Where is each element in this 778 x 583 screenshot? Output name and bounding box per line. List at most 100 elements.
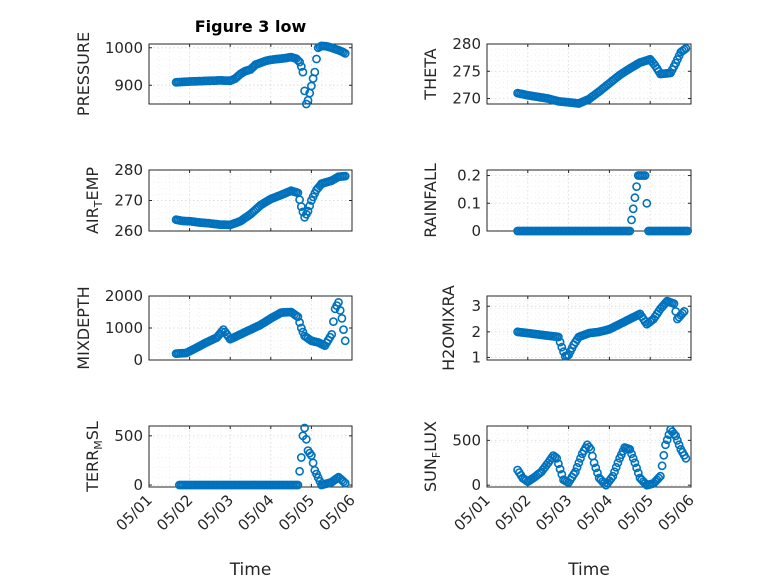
data-point bbox=[662, 435, 672, 445]
x-tick-label: 05/05 bbox=[614, 491, 657, 534]
data-point bbox=[630, 193, 640, 203]
data-point bbox=[610, 467, 619, 477]
data-point bbox=[678, 308, 687, 318]
x-tick-label: 05/02 bbox=[153, 491, 196, 534]
panel-5: 1 2 3 H2OMIXRA bbox=[439, 285, 692, 371]
y-axis-label-part: PRESSURE bbox=[74, 32, 93, 116]
x-tick-label: 05/03 bbox=[194, 491, 237, 534]
series-markers bbox=[513, 44, 691, 108]
x-tick-label: 05/06 bbox=[316, 491, 359, 534]
data-point bbox=[340, 478, 350, 488]
y-axis-label-part: RAINFALL bbox=[421, 163, 440, 238]
data-point bbox=[589, 458, 599, 468]
y-tick-label: 2 bbox=[471, 323, 481, 341]
data-point bbox=[654, 473, 664, 483]
data-point bbox=[593, 468, 602, 478]
y-axis-label-part: F bbox=[430, 452, 443, 458]
data-point bbox=[611, 462, 621, 472]
data-point bbox=[328, 317, 338, 326]
y-axis-label: THETA bbox=[421, 48, 440, 100]
x-axis-label: Time bbox=[567, 560, 610, 580]
data-point bbox=[628, 453, 638, 463]
data-point bbox=[296, 323, 306, 333]
data-point bbox=[657, 461, 667, 471]
x-tick-label: 05/01 bbox=[451, 491, 494, 534]
data-point bbox=[305, 201, 315, 211]
data-point bbox=[555, 464, 565, 474]
x-tick-label: 05/04 bbox=[234, 491, 277, 534]
data-point bbox=[557, 342, 567, 352]
data-point bbox=[613, 458, 623, 468]
data-point bbox=[608, 471, 618, 481]
y-tick-label: 280 bbox=[452, 35, 481, 53]
data-point bbox=[552, 453, 562, 463]
y-tick-label: 1000 bbox=[105, 39, 143, 57]
panel-3: 0 0.1 0.2 RAINFALL bbox=[421, 163, 692, 240]
data-point bbox=[554, 459, 563, 469]
y-axis-label-part: TERR bbox=[83, 450, 102, 493]
y-tick-label: 280 bbox=[114, 161, 143, 179]
y-tick-label: 500 bbox=[114, 427, 143, 445]
y-tick-label: 900 bbox=[114, 76, 143, 94]
y-tick-label: 0 bbox=[471, 476, 481, 494]
data-point bbox=[574, 458, 584, 468]
y-tick-label: 2000 bbox=[105, 287, 143, 305]
data-point bbox=[296, 202, 306, 211]
data-point bbox=[295, 57, 304, 67]
data-point bbox=[661, 440, 670, 450]
data-point bbox=[632, 463, 641, 473]
data-point bbox=[334, 297, 343, 307]
y-axis-label-part: M bbox=[92, 440, 105, 450]
data-point bbox=[293, 312, 303, 322]
y-axis-label: H2OMIXRA bbox=[439, 285, 458, 371]
panel-6: 0 500 TERRMSL 05/0105/0205/0305/0405/0505/0… bbox=[83, 421, 359, 580]
series-markers bbox=[513, 171, 692, 236]
data-point bbox=[679, 45, 689, 54]
series-markers bbox=[171, 41, 350, 109]
data-point bbox=[632, 182, 641, 191]
axes-border bbox=[486, 43, 692, 105]
data-point bbox=[301, 434, 311, 444]
data-point bbox=[310, 67, 320, 77]
series-markers bbox=[174, 423, 350, 490]
x-tick-label: 05/06 bbox=[655, 491, 698, 534]
y-tick-label: 0 bbox=[133, 476, 143, 494]
data-point bbox=[679, 306, 689, 316]
axes-border bbox=[486, 295, 692, 361]
x-tick-label: 05/04 bbox=[573, 491, 616, 534]
data-point bbox=[659, 450, 669, 460]
data-point bbox=[642, 198, 652, 208]
data-point bbox=[554, 332, 563, 342]
data-point bbox=[339, 325, 348, 334]
y-axis-label: SUNFLUX bbox=[421, 421, 443, 492]
data-point bbox=[550, 452, 560, 462]
x-tick-label: 05/02 bbox=[491, 491, 534, 534]
y-axis-label-part: EMP bbox=[83, 167, 102, 201]
panel-1: 270 275 280 THETA bbox=[421, 35, 692, 108]
y-tick-label: 0 bbox=[471, 222, 481, 240]
data-point bbox=[673, 435, 682, 445]
data-point bbox=[327, 329, 337, 339]
y-axis-label-part: T bbox=[92, 200, 105, 208]
y-tick-label: 275 bbox=[452, 62, 481, 80]
data-point bbox=[300, 86, 309, 96]
y-axis-label-part: LUX bbox=[421, 421, 440, 452]
x-axis-label: Time bbox=[229, 560, 272, 580]
data-point bbox=[681, 453, 691, 463]
data-point bbox=[630, 458, 640, 468]
data-point bbox=[633, 468, 643, 478]
data-point bbox=[303, 206, 313, 216]
data-point bbox=[656, 471, 665, 481]
data-point bbox=[296, 453, 306, 462]
panel-7: 0 500 SUNFLUX 05/0105/0205/0305/0405/0505/0… bbox=[421, 421, 698, 580]
axes-box bbox=[486, 169, 692, 232]
y-tick-label: 270 bbox=[114, 192, 143, 210]
data-point bbox=[681, 44, 691, 53]
data-point bbox=[674, 440, 684, 450]
y-tick-label: 270 bbox=[452, 90, 481, 108]
data-point bbox=[312, 54, 321, 64]
data-point bbox=[627, 449, 636, 459]
series-markers bbox=[171, 297, 350, 358]
y-axis-label-part: AIR bbox=[83, 207, 102, 234]
y-axis-label: MIXDEPTH bbox=[74, 286, 93, 369]
